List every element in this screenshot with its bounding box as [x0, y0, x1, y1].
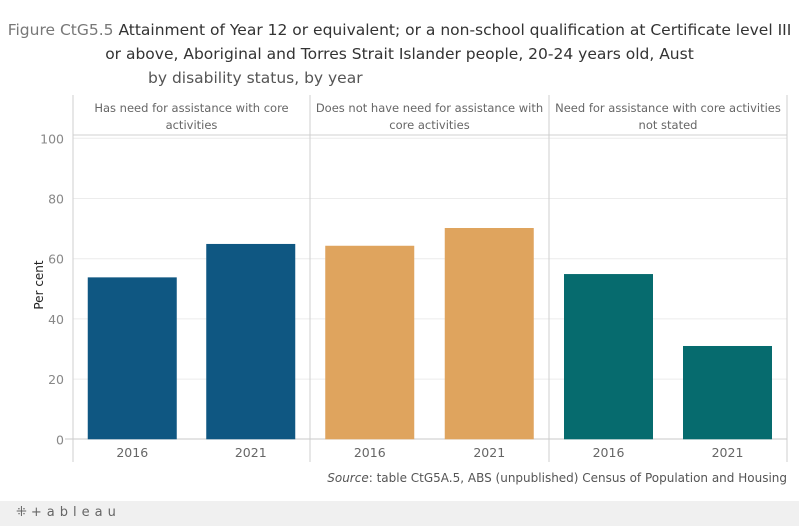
- x-tick-label: 2021: [712, 445, 744, 460]
- source-note: Source: table CtG5A.5, ABS (unpublished)…: [327, 471, 787, 485]
- x-tick-label: 2016: [354, 445, 386, 460]
- bar: [683, 345, 772, 440]
- y-tick-label: 20: [48, 372, 64, 387]
- figure-number: Figure CtG5.5: [7, 21, 119, 39]
- x-tick-label: 2021: [473, 445, 505, 460]
- bar-chart: 0 20 40 60 80 100 2016 2021 2016 2021 2016 2021: [40, 95, 788, 462]
- bar: [206, 243, 296, 440]
- bar: [87, 277, 177, 440]
- source-text: : table CtG5A.5, ABS (unpublished) Censu…: [368, 471, 787, 485]
- y-tick-label: 60: [48, 252, 64, 267]
- title-line-1: Attainment of Year 12 or equivalent; or …: [118, 21, 792, 39]
- panel-header: Does not have need for assistance with c…: [315, 101, 544, 132]
- panel-header: Need for assistance with core activities…: [555, 101, 781, 132]
- bar: [325, 245, 415, 440]
- bar: [444, 227, 534, 440]
- source-label: Source: [327, 471, 369, 485]
- y-tick-label: 80: [48, 192, 64, 207]
- chart-title: Figure CtG5.5 Attainment of Year 12 or e…: [0, 18, 799, 90]
- panel-header: Has need for assistance with core activi…: [94, 101, 289, 132]
- y-tick-label: 40: [48, 312, 64, 327]
- tableau-logo-text: +ableau: [30, 505, 121, 520]
- y-tick-label: 0: [56, 432, 64, 447]
- title-line-2: or above, Aboriginal and Torres Strait I…: [105, 45, 694, 63]
- bar: [564, 274, 653, 440]
- chart-subtitle: by disability status, by year: [148, 69, 363, 87]
- tableau-logo[interactable]: ⁜ +ableau: [16, 505, 121, 520]
- y-tick-label: 100: [40, 131, 64, 146]
- footer-bar: ⁜ +ableau: [0, 501, 799, 526]
- x-tick-label: 2016: [593, 445, 625, 460]
- x-tick-label: 2016: [116, 445, 148, 460]
- x-tick-label: 2021: [235, 445, 267, 460]
- tableau-logo-icon: ⁜: [16, 505, 27, 520]
